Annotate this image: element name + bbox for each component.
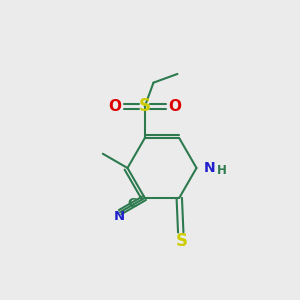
Text: O: O [108,99,121,114]
Text: N: N [114,210,125,223]
Text: S: S [176,232,188,250]
Text: C: C [127,197,137,210]
Text: S: S [139,97,151,115]
Text: N: N [203,161,215,175]
Text: H: H [217,164,226,177]
Text: O: O [168,99,181,114]
